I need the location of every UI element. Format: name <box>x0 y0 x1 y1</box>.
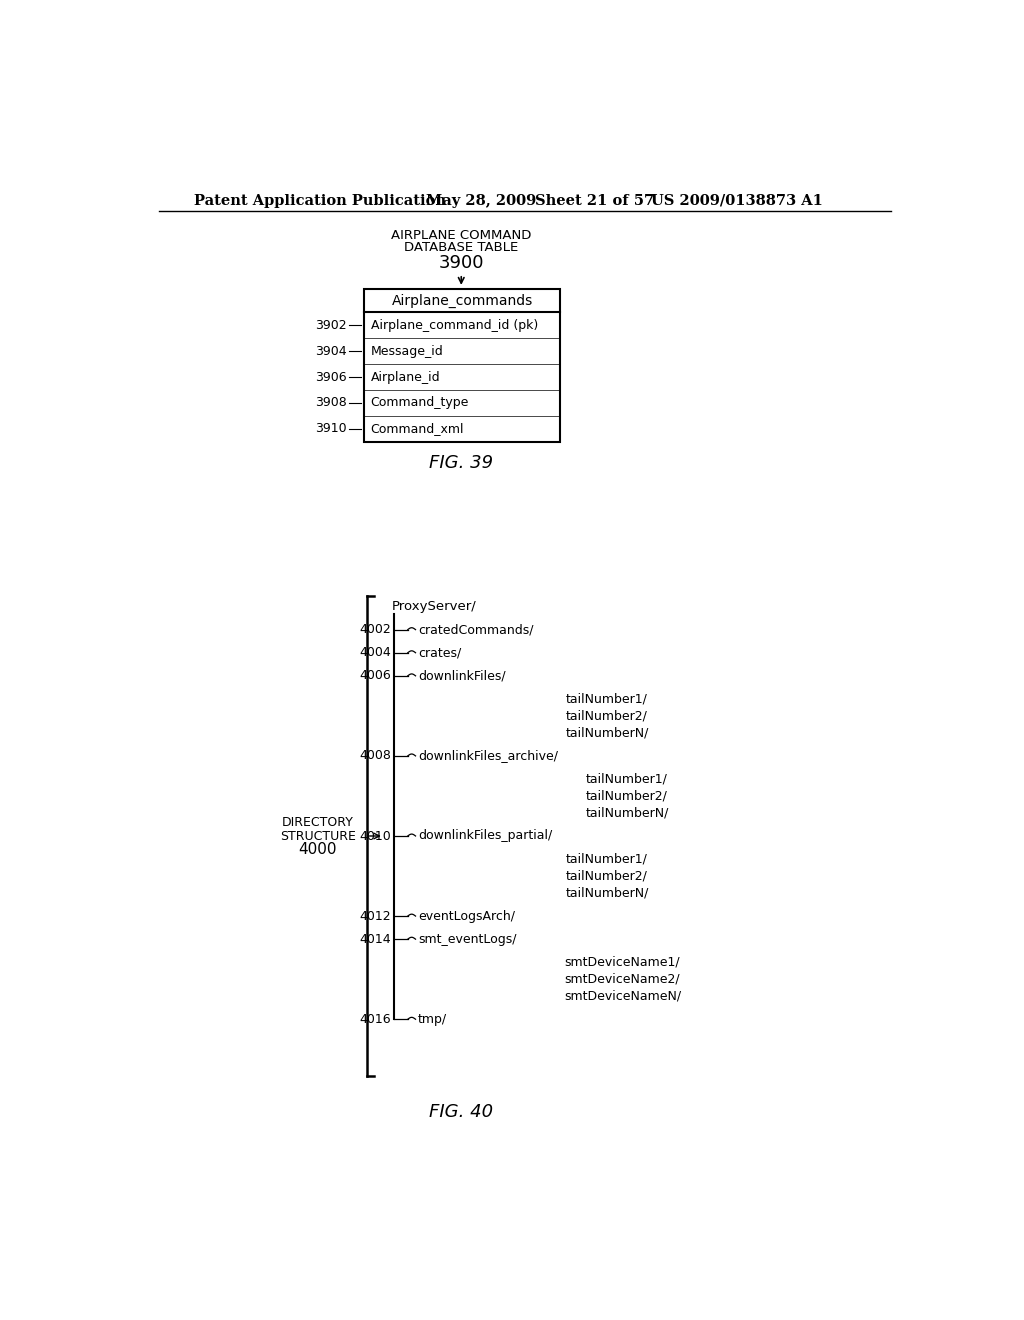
Text: Airplane_commands: Airplane_commands <box>392 294 534 308</box>
Text: tmp/: tmp/ <box>418 1012 446 1026</box>
Text: US 2009/0138873 A1: US 2009/0138873 A1 <box>651 194 823 207</box>
Text: Sheet 21 of 57: Sheet 21 of 57 <box>535 194 654 207</box>
Text: AIRPLANE COMMAND: AIRPLANE COMMAND <box>391 228 531 242</box>
Text: 4000: 4000 <box>299 842 337 858</box>
Text: 3908: 3908 <box>314 396 346 409</box>
Text: Message_id: Message_id <box>371 345 443 358</box>
Text: 4016: 4016 <box>359 1012 390 1026</box>
Text: tailNumber2/: tailNumber2/ <box>566 709 648 722</box>
Text: tailNumber1/: tailNumber1/ <box>586 772 667 785</box>
Text: DIRECTORY: DIRECTORY <box>282 816 354 829</box>
Text: Command_xml: Command_xml <box>371 422 464 436</box>
Text: ProxyServer/: ProxyServer/ <box>391 601 476 612</box>
Text: 3906: 3906 <box>315 371 346 384</box>
Text: FIG. 40: FIG. 40 <box>429 1102 494 1121</box>
Text: Patent Application Publication: Patent Application Publication <box>194 194 445 207</box>
Text: tailNumber2/: tailNumber2/ <box>586 789 667 803</box>
Text: Airplane_id: Airplane_id <box>371 371 440 384</box>
Text: DATABASE TABLE: DATABASE TABLE <box>404 242 518 255</box>
Text: Command_type: Command_type <box>371 396 469 409</box>
Text: 4004: 4004 <box>359 647 391 659</box>
Text: 3902: 3902 <box>315 319 346 331</box>
Bar <box>365 289 560 442</box>
Text: eventLogsArch/: eventLogsArch/ <box>418 909 515 923</box>
Text: 4008: 4008 <box>359 750 391 763</box>
Text: STRUCTURE: STRUCTURE <box>280 829 355 842</box>
Text: crates/: crates/ <box>418 647 461 659</box>
Text: downlinkFiles_archive/: downlinkFiles_archive/ <box>418 750 558 763</box>
Text: smt_eventLogs/: smt_eventLogs/ <box>418 933 516 945</box>
Text: smtDeviceNameN/: smtDeviceNameN/ <box>564 990 681 1003</box>
Text: smtDeviceName2/: smtDeviceName2/ <box>564 973 680 986</box>
Text: tailNumber2/: tailNumber2/ <box>566 870 648 883</box>
Text: tailNumberN/: tailNumberN/ <box>586 807 669 820</box>
Text: 4012: 4012 <box>359 909 390 923</box>
Text: 3900: 3900 <box>438 255 484 272</box>
Text: 4002: 4002 <box>359 623 391 636</box>
Text: 3910: 3910 <box>315 422 346 436</box>
Text: FIG. 39: FIG. 39 <box>429 454 494 471</box>
Text: 3904: 3904 <box>315 345 346 358</box>
Text: Airplane_command_id (pk): Airplane_command_id (pk) <box>371 319 538 331</box>
Text: tailNumber1/: tailNumber1/ <box>566 853 648 866</box>
Text: cratedCommands/: cratedCommands/ <box>418 623 534 636</box>
Text: May 28, 2009: May 28, 2009 <box>426 194 537 207</box>
Text: downlinkFiles_partial/: downlinkFiles_partial/ <box>418 829 552 842</box>
Text: tailNumberN/: tailNumberN/ <box>566 726 649 739</box>
Text: tailNumberN/: tailNumberN/ <box>566 887 649 899</box>
Text: downlinkFiles/: downlinkFiles/ <box>418 669 506 682</box>
Text: 4010: 4010 <box>359 829 391 842</box>
Text: 4014: 4014 <box>359 933 390 945</box>
Text: tailNumber1/: tailNumber1/ <box>566 693 648 705</box>
Text: 4006: 4006 <box>359 669 391 682</box>
Text: smtDeviceName1/: smtDeviceName1/ <box>564 956 680 969</box>
